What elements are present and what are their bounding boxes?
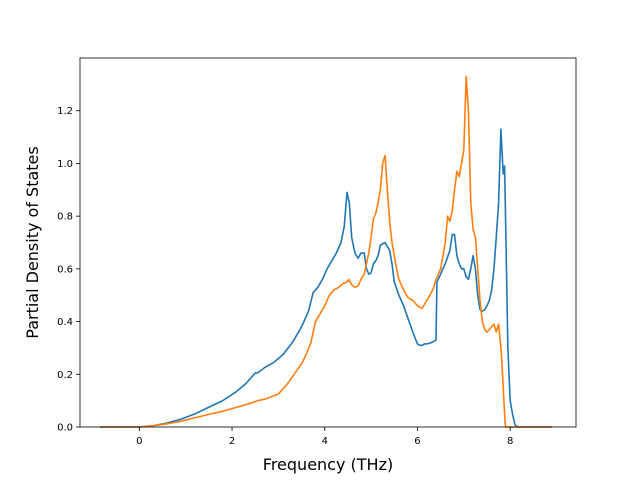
axes-frame [79, 57, 577, 428]
x-tick-label: 2 [229, 436, 235, 447]
y-tick-label: 0.0 [57, 423, 73, 434]
y-tick-label: 0.6 [57, 264, 73, 275]
y-axis: 0.0 0.2 0.4 0.6 0.8 1.0 1.2 [57, 106, 80, 434]
plot-area [79, 57, 577, 428]
x-tick-label: 8 [507, 436, 513, 447]
y-tick-label: 0.4 [57, 317, 73, 328]
y-axis-label: Partial Density of States [23, 146, 42, 338]
y-tick-label: 1.2 [57, 106, 73, 117]
series-line-2 [99, 75, 552, 428]
y-tick-label: 0.8 [57, 212, 73, 223]
y-tick-label: 1.0 [57, 159, 73, 170]
x-axis: 0 2 4 6 8 [136, 427, 513, 447]
x-tick-label: 4 [322, 436, 328, 447]
y-tick-label: 0.2 [57, 370, 73, 381]
series-line-1 [99, 128, 552, 428]
x-axis-label: Frequency (THz) [263, 455, 393, 474]
x-tick-label: 0 [136, 436, 142, 447]
x-tick-label: 6 [414, 436, 420, 447]
series-layer [99, 75, 552, 428]
